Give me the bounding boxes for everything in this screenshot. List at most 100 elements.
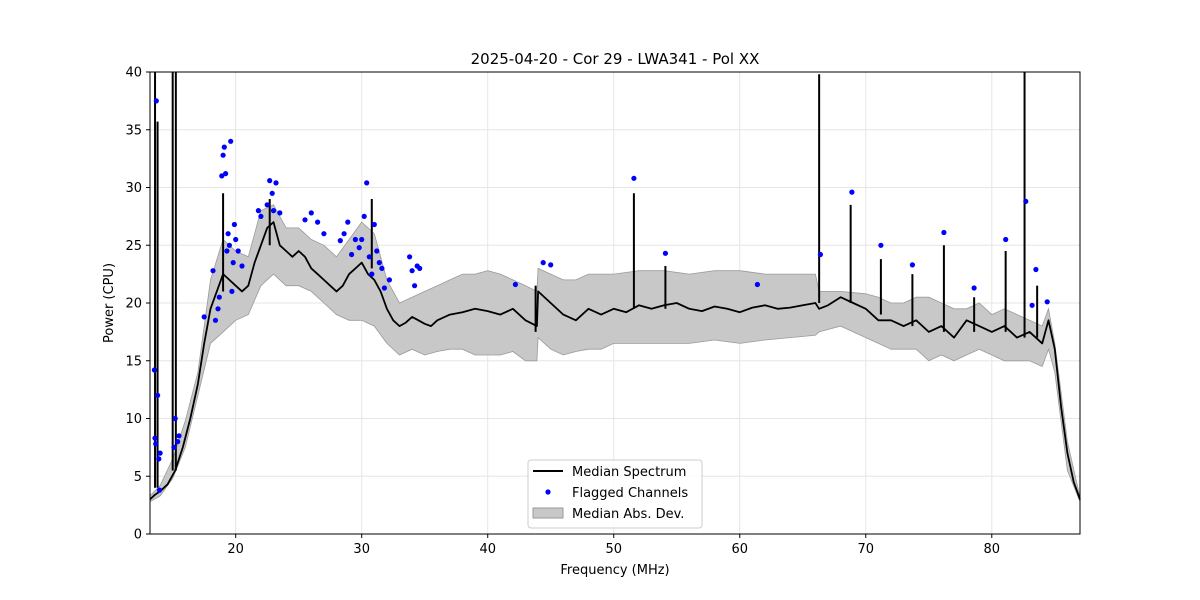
flagged-channel-point bbox=[337, 238, 343, 244]
flagged-channel-point bbox=[308, 210, 314, 216]
flagged-channel-point bbox=[512, 281, 519, 288]
legend-mad-swatch bbox=[532, 507, 564, 519]
flagged-channel-point bbox=[176, 433, 182, 439]
flagged-channel-point bbox=[156, 487, 163, 493]
flagged-channel-point bbox=[235, 248, 241, 254]
y-axis-label: Power (CPU) bbox=[102, 263, 117, 343]
flagged-channel-point bbox=[152, 435, 158, 441]
flagged-channel-point bbox=[172, 415, 178, 422]
flagged-channel-point bbox=[1023, 198, 1029, 204]
flagged-channel-point bbox=[341, 231, 347, 237]
flagged-channel-point bbox=[153, 441, 159, 447]
flagged-channel-point bbox=[1029, 302, 1035, 308]
flagged-channel-point bbox=[210, 268, 216, 274]
flagged-channel-point bbox=[371, 221, 377, 228]
flagged-channel-point bbox=[359, 236, 365, 243]
flagged-channel-point bbox=[754, 281, 761, 288]
flagged-channel-point bbox=[540, 260, 546, 266]
flagged-channel-point bbox=[156, 456, 162, 462]
flagged-channel-point bbox=[379, 265, 385, 271]
y-tick-label: 40 bbox=[125, 66, 142, 81]
flagged-channel-point bbox=[548, 262, 554, 268]
flagged-channel-point bbox=[412, 283, 418, 289]
flagged-channel-point bbox=[1003, 236, 1009, 243]
flagged-channel-point bbox=[231, 221, 237, 228]
y-tick-label: 10 bbox=[125, 412, 142, 427]
flagged-channel-point bbox=[221, 144, 227, 150]
chart-title: 2025-04-20 - Cor 29 - LWA341 - Pol XX bbox=[471, 50, 760, 68]
flagged-channel-point bbox=[157, 450, 163, 456]
y-tick-label: 30 bbox=[125, 181, 142, 196]
flagged-channel-point bbox=[216, 294, 222, 300]
flagged-channel-point bbox=[321, 231, 327, 237]
x-tick-label: 50 bbox=[605, 542, 622, 557]
flagged-channel-point bbox=[270, 208, 277, 214]
flagged-channel-point bbox=[386, 277, 392, 283]
flagged-channel-point bbox=[255, 208, 261, 214]
flagged-channel-point bbox=[356, 245, 362, 251]
flagged-channel-point bbox=[171, 444, 177, 450]
flagged-channel-point bbox=[909, 262, 916, 268]
flagged-channel-point bbox=[345, 219, 351, 225]
flagged-channel-point bbox=[220, 152, 226, 158]
flagged-channel-point bbox=[224, 248, 230, 254]
flagged-channel-point bbox=[376, 260, 382, 266]
flagged-channel-point bbox=[349, 251, 355, 258]
y-tick-label: 0 bbox=[134, 528, 142, 543]
y-tick-label: 25 bbox=[125, 239, 142, 254]
flagged-channel-point bbox=[212, 317, 219, 323]
flagged-channel-point bbox=[215, 306, 221, 312]
legend: Median Spectrum Flagged Channels Median … bbox=[527, 459, 703, 529]
flagged-channel-point bbox=[228, 138, 234, 144]
y-axis-ticks: 0 5 10 15 20 25 30 35 40 bbox=[125, 66, 150, 543]
y-tick-label: 5 bbox=[134, 470, 142, 485]
flagged-channel-point bbox=[381, 285, 387, 291]
flagged-channel-point bbox=[267, 178, 273, 184]
flagged-channel-point bbox=[223, 171, 229, 177]
median-spectrum-line bbox=[149, 221, 1081, 501]
flagged-channel-point bbox=[151, 367, 157, 373]
flagged-channel-point bbox=[239, 263, 245, 269]
median-spectrum-line-group bbox=[149, 72, 1081, 501]
flagged-channels-group bbox=[151, 98, 1050, 493]
flagged-channel-point bbox=[849, 189, 855, 195]
flagged-channel-point bbox=[201, 314, 207, 320]
flagged-channel-point bbox=[941, 229, 947, 236]
flagged-channel-point bbox=[233, 236, 239, 243]
flagged-channel-point bbox=[662, 250, 669, 256]
flagged-channel-point bbox=[361, 213, 367, 219]
x-tick-label: 20 bbox=[227, 542, 244, 557]
legend-flagged-label: Flagged Channels bbox=[572, 486, 688, 501]
x-tick-label: 70 bbox=[857, 542, 874, 557]
x-tick-label: 60 bbox=[731, 542, 748, 557]
flagged-channel-point bbox=[277, 210, 283, 216]
flagged-channel-point bbox=[971, 285, 977, 291]
flagged-channel-point bbox=[369, 271, 375, 277]
flagged-channel-point bbox=[269, 190, 275, 196]
x-axis-ticks: 20 30 40 50 60 70 80 bbox=[227, 534, 1000, 557]
x-tick-label: 30 bbox=[353, 542, 370, 557]
flagged-channel-point bbox=[409, 268, 415, 274]
flagged-channel-point bbox=[230, 260, 236, 266]
flagged-channel-point bbox=[364, 180, 370, 186]
flagged-channel-point bbox=[175, 439, 181, 445]
flagged-channel-point bbox=[374, 248, 380, 254]
flagged-channel-point bbox=[229, 288, 235, 294]
flagged-channel-point bbox=[273, 180, 279, 186]
flagged-channel-point bbox=[225, 231, 231, 237]
flagged-channel-point bbox=[226, 242, 232, 248]
flagged-channel-point bbox=[417, 265, 423, 271]
flagged-channel-point bbox=[878, 242, 884, 248]
flagged-channel-point bbox=[1033, 266, 1039, 273]
flagged-channel-point bbox=[407, 254, 413, 260]
legend-box bbox=[527, 459, 703, 529]
y-tick-label: 15 bbox=[125, 354, 142, 369]
legend-mad-label: Median Abs. Dev. bbox=[572, 507, 684, 522]
flagged-channel-point bbox=[155, 392, 161, 398]
flagged-channel-point bbox=[631, 175, 637, 181]
legend-flagged-swatch bbox=[545, 489, 551, 495]
flagged-channel-point bbox=[153, 98, 159, 104]
flagged-channel-point bbox=[258, 213, 264, 219]
x-axis-label: Frequency (MHz) bbox=[560, 563, 669, 578]
